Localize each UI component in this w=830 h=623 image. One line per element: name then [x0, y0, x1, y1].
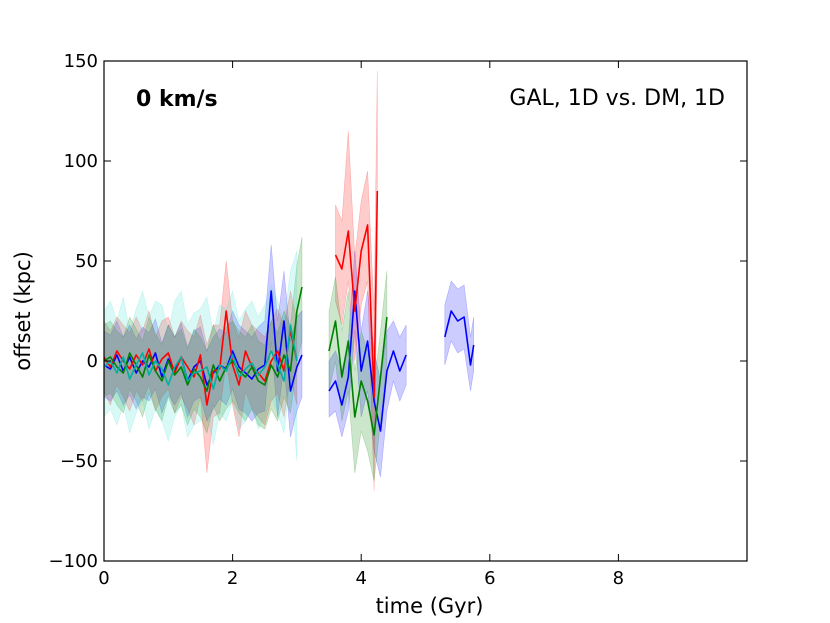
band-blue-2: [444, 280, 475, 392]
x-axis-ticks: 0 2 4 6 8: [98, 61, 624, 589]
x-tick-label: 0: [98, 568, 109, 589]
band-blue-0: [104, 244, 303, 438]
line-green-0: [104, 286, 303, 392]
line-red-0: [104, 310, 298, 406]
y-axis-label: offset (kpc): [11, 251, 35, 371]
line-blue-1: [328, 290, 407, 432]
line-teal-0: [104, 324, 298, 390]
line-blue-2: [444, 310, 475, 366]
y-tick-label: 50: [75, 251, 98, 272]
plot-frame: [103, 60, 748, 562]
x-tick-label: 4: [355, 568, 366, 589]
band-green-0: [104, 236, 303, 434]
series-lines: [104, 190, 475, 436]
y-tick-label: −50: [60, 451, 98, 472]
line-blue-0: [104, 290, 303, 392]
x-axis-label: time (Gyr): [376, 594, 484, 618]
comparison-annotation: GAL, 1D vs. DM, 1D: [509, 86, 725, 111]
y-tick-label: 150: [64, 51, 98, 72]
velocity-annotation: 0 km/s: [136, 87, 218, 112]
plot-area: [104, 61, 747, 561]
line-green-1: [328, 316, 388, 436]
y-tick-label: 0: [87, 351, 98, 372]
x-tick-label: 2: [227, 568, 238, 589]
y-tick-label: −100: [49, 551, 98, 572]
y-tick-label: 100: [64, 151, 98, 172]
x-tick-label: 6: [484, 568, 495, 589]
line-red-1: [334, 190, 379, 398]
band-blue-1: [328, 250, 407, 478]
band-red-0: [104, 260, 298, 474]
x-tick-label: 8: [613, 568, 624, 589]
band-red-1: [335, 70, 378, 492]
y-axis-ticks: −100 −50 0 50 100 150: [49, 51, 747, 572]
